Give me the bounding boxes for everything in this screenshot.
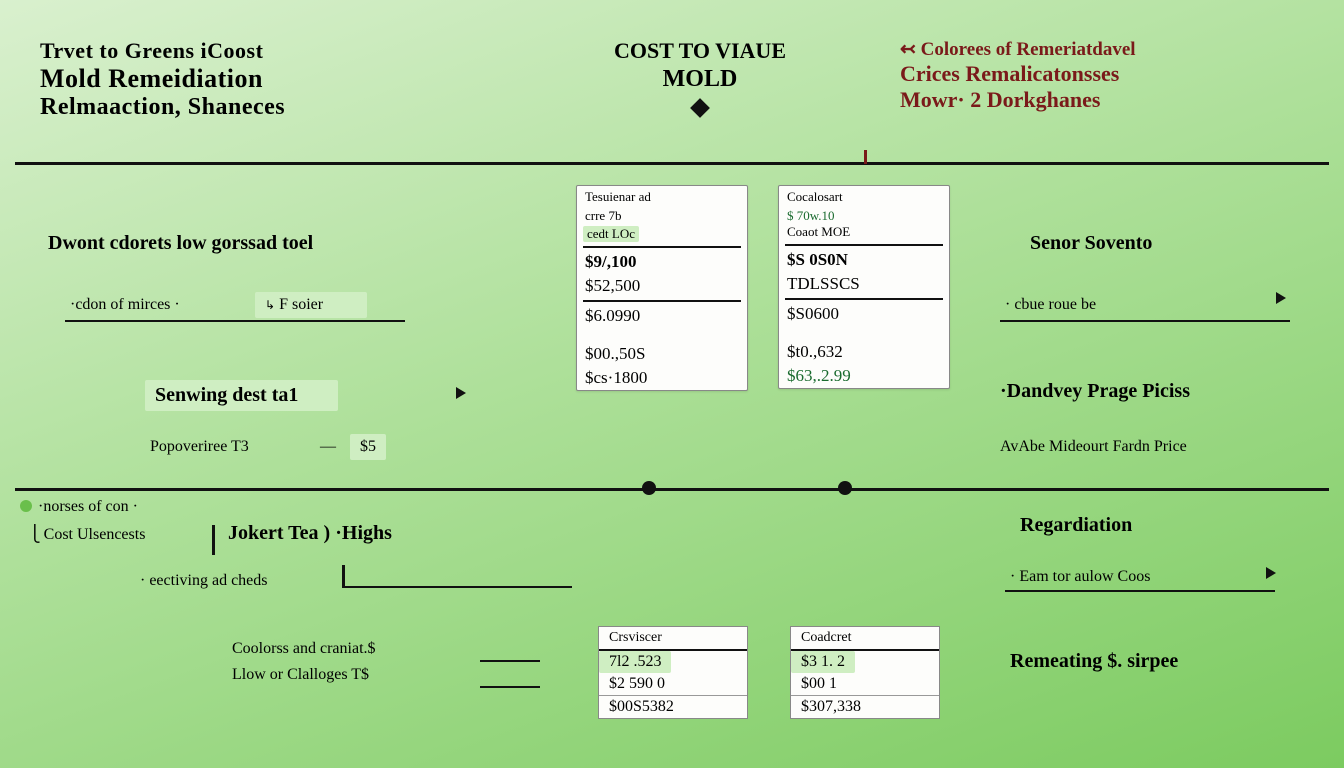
bottom-table-left: Crsviscer 7l2 .523 $2 590 0 $00S5382 xyxy=(598,626,748,719)
table-left-row: $00S5382 xyxy=(599,695,747,718)
heading-center-line2: MOLD xyxy=(580,66,820,93)
left-bullet1-label: ·cdon of mirces · xyxy=(70,296,180,314)
bottomleft-bullet: · eectiving ad cheds xyxy=(140,572,268,590)
bottomleft-line1: Coolorss and craniat.$ xyxy=(232,640,376,658)
left-row3-label: Popoveriree T3 xyxy=(150,438,249,456)
right-section-title: Senor Sovento xyxy=(1030,232,1152,255)
table-left-row: 7l2 .523 xyxy=(599,651,671,673)
arrow-right-icon xyxy=(450,384,466,402)
bottomleft-tag2: ⎩ Cost Ulsencests xyxy=(30,524,145,544)
right-row3: AvAbe Mideourt Fardn Price xyxy=(1000,438,1187,456)
left-bullet1-note: ↳ F soier xyxy=(255,292,367,318)
paper-right-row: $63,.2.99 xyxy=(779,364,949,388)
rule-icon xyxy=(1000,320,1290,322)
timeline-dot-icon xyxy=(642,481,656,495)
heading-right-line1: ↢ Colorees of Remeriatdavel xyxy=(900,38,1294,61)
paper-left-row: $9/,100 xyxy=(577,250,747,274)
paper-right-row: TDLSSCS xyxy=(779,272,949,296)
paper-right-head2: $ 70w.10 xyxy=(779,205,949,224)
bottomright-footer: Remeating $. sirpee xyxy=(1010,650,1178,673)
price-paper-right: Cocalosart $ 70w.10 Coaot MOE $S 0S0N TD… xyxy=(778,185,950,389)
green-dot-icon xyxy=(20,500,32,512)
bottomleft-mid: Jokert Tea ) ·Highs xyxy=(228,522,392,545)
arrow-right-icon xyxy=(1260,564,1276,582)
table-left-row: $2 590 0 xyxy=(599,673,747,695)
paper-right-row: $S0600 xyxy=(779,302,949,326)
paper-right-row: $t0.,632 xyxy=(779,340,949,364)
divider-top xyxy=(15,162,1329,165)
heading-left-line3: Relmaaction, Shaneces xyxy=(40,94,520,121)
bottomright-heading: Regardiation xyxy=(1020,514,1132,537)
left-row2: Senwing dest ta1 xyxy=(145,380,338,411)
paper-left-row: $6.0990 xyxy=(577,304,747,328)
bottom-table-right: Coadcret $3 1. 2 $00 1 $307,338 xyxy=(790,626,940,719)
heading-left-line1: Trvet to Greens iCoost xyxy=(40,38,520,64)
heading-left: Trvet to Greens iCoost Mold Remeidiation… xyxy=(40,38,520,121)
heading-center-line1: COST TO VIAUE xyxy=(580,38,820,64)
paper-right-row: $S 0S0N xyxy=(779,248,949,272)
heading-right-line2: Crices Remalicatonsses xyxy=(900,61,1294,87)
red-tick-icon xyxy=(864,150,867,164)
heading-right-line3: Mowr· 2 Dorkghanes xyxy=(900,87,1294,113)
paper-left-row: $00.,50S xyxy=(577,342,747,366)
paper-left-head2: crre 7b xyxy=(577,205,747,224)
paper-right-sub: Coaot MOE xyxy=(779,224,949,242)
bottomleft-tag1: ·norses of con · xyxy=(38,498,138,516)
left-row3-value: $5 xyxy=(350,434,386,460)
bottomleft-line2: Llow or Clalloges T$ xyxy=(232,666,369,684)
table-right-row: $307,338 xyxy=(791,695,939,718)
timeline-dot-icon xyxy=(838,481,852,495)
price-paper-left: Tesuienar ad crre 7b cedt LOc $9/,100 $5… xyxy=(576,185,748,391)
table-right-row: $00 1 xyxy=(791,673,939,695)
table-right-header: Coadcret xyxy=(791,627,939,651)
table-left-header: Crsviscer xyxy=(599,627,747,651)
paper-left-row: $cs·1800 xyxy=(577,366,747,390)
heading-center: COST TO VIAUE MOLD xyxy=(580,38,820,115)
heading-right: ↢ Colorees of Remeriatdavel Crices Remal… xyxy=(900,38,1294,113)
right-bullet1: · cbue roue be xyxy=(1005,296,1096,314)
diamond-icon xyxy=(690,98,710,118)
paper-right-head1: Cocalosart xyxy=(779,186,949,205)
heading-left-line2: Mold Remeidiation xyxy=(40,64,520,94)
paper-left-head1: Tesuienar ad xyxy=(577,186,747,205)
bottomright-bullet: · Eam tor aulow Coos xyxy=(1010,568,1150,586)
paper-left-row: $52,500 xyxy=(577,274,747,298)
divider-bottom xyxy=(15,488,1329,491)
right-row2: ·Dandvey Prage Piciss xyxy=(1000,380,1190,403)
paper-left-sub: cedt LOc xyxy=(583,226,639,242)
arrow-right-icon xyxy=(1270,289,1286,307)
table-right-row: $3 1. 2 xyxy=(791,651,855,673)
left-section-title: Dwont cdorets low gorssad toel xyxy=(48,232,313,255)
rule-icon xyxy=(65,320,405,322)
